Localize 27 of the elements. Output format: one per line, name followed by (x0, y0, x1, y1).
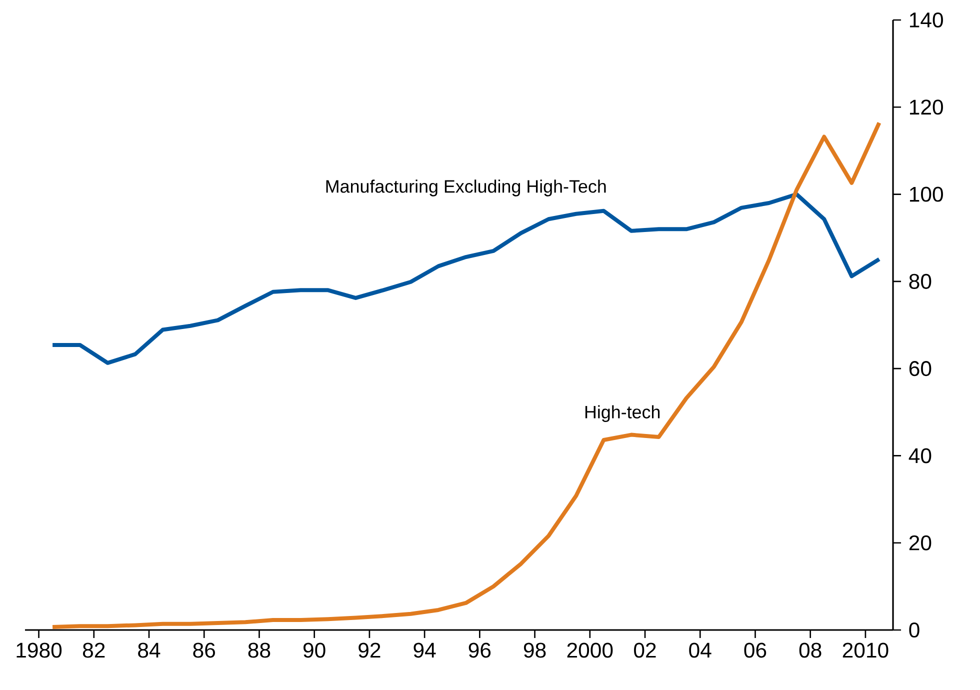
x-tick-label: 96 (468, 642, 491, 658)
x-tick-label: 86 (193, 642, 215, 658)
x-tick-label: 02 (634, 642, 656, 658)
series-label: Manufacturing Excluding High-Tech (326, 180, 606, 196)
y-tick-label: 120 (910, 100, 943, 115)
series-label: High-tech (585, 405, 660, 422)
x-tick-label: 84 (138, 642, 160, 658)
x-tick-label: 90 (304, 642, 326, 658)
x-tick-label: 92 (358, 642, 380, 658)
y-tick-label: 40 (908, 448, 932, 464)
x-tick-label: 08 (799, 642, 822, 658)
line-series (50, 120, 882, 629)
x-tick-label: 2000 (567, 642, 613, 658)
x-tick-label: 2010 (842, 642, 888, 658)
x-tick-label: 82 (82, 642, 105, 658)
y-tick-label: 80 (909, 274, 932, 289)
y-tick-label: 60 (909, 361, 932, 376)
y-tick-label: 140 (910, 12, 943, 28)
x-tick-label: 06 (744, 642, 766, 658)
x-tick-label: 98 (524, 642, 546, 658)
x-tick-label: 94 (414, 642, 436, 658)
x-tick-label: 1980 (16, 642, 62, 658)
y-tick-label: 20 (909, 535, 932, 550)
y-tick-label: 100 (910, 186, 943, 202)
y-tick-label: 0 (909, 622, 920, 638)
x-tick-label: 04 (689, 642, 712, 658)
x-tick-label: 88 (248, 642, 270, 658)
